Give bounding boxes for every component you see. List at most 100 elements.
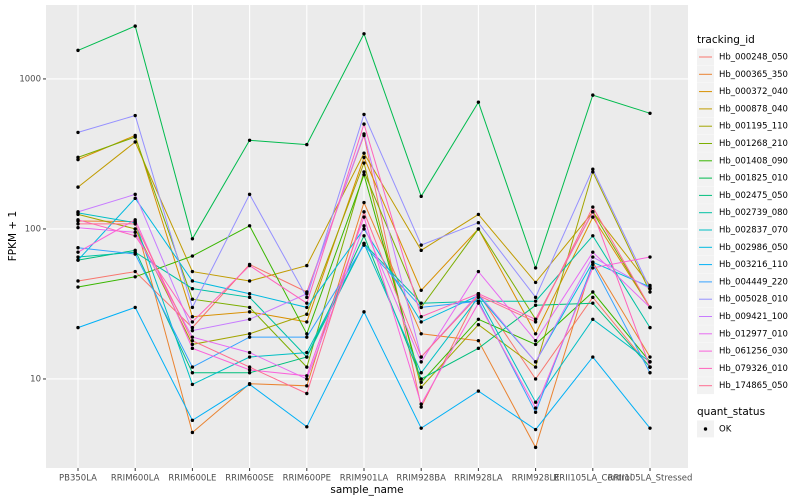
point [133, 218, 137, 222]
point [190, 365, 195, 369]
point [591, 255, 595, 259]
point [305, 374, 309, 378]
point [533, 377, 538, 381]
point [591, 266, 595, 270]
point [591, 93, 595, 97]
point [190, 305, 195, 310]
point [362, 161, 366, 165]
point [190, 254, 195, 258]
point [362, 151, 366, 155]
point [362, 112, 366, 117]
point [591, 215, 595, 219]
point [476, 293, 481, 298]
x-axis-title: sample_name [330, 484, 403, 496]
point [190, 286, 195, 291]
legend-label: Hb_002986_050 [719, 243, 788, 253]
point [533, 445, 538, 450]
legend-label: Hb_002739_080 [719, 208, 788, 218]
point [476, 221, 481, 225]
legend-label: Hb_009421_100 [719, 312, 788, 322]
point [419, 426, 423, 430]
point [247, 317, 252, 321]
point [305, 295, 309, 300]
point [419, 301, 423, 305]
x-tick-label: RRIM928LA [454, 474, 503, 484]
point [476, 227, 481, 231]
point [190, 315, 195, 319]
point [305, 425, 309, 429]
point [247, 224, 252, 228]
point [76, 185, 80, 189]
point [190, 335, 195, 339]
point [190, 325, 195, 330]
point [133, 230, 137, 234]
point [362, 200, 366, 205]
point [362, 227, 366, 231]
legend-label: Hb_004449_220 [719, 277, 788, 287]
point [76, 130, 80, 135]
y-axis-title: FPKM + 1 [7, 211, 19, 261]
point [305, 320, 309, 324]
legend-swatch [703, 427, 708, 431]
point [190, 269, 195, 274]
point [648, 255, 652, 259]
point [305, 301, 309, 305]
point [247, 371, 252, 375]
point [76, 155, 80, 160]
x-tick-label: RRII105LA_Stressed [608, 474, 693, 484]
point [305, 305, 309, 310]
point [419, 360, 423, 364]
x-tick-label: RRIM928LE [512, 474, 560, 484]
point [247, 382, 252, 387]
point [190, 237, 195, 241]
point [133, 234, 137, 238]
x-tick-label: RRIM600LE [168, 474, 216, 484]
point [476, 338, 481, 343]
legend-label: Hb_001195_110 [719, 122, 788, 132]
point [476, 100, 481, 104]
point [419, 288, 423, 292]
point [419, 194, 423, 199]
point [190, 297, 195, 301]
point [133, 140, 137, 144]
legend-label: Hb_079326_010 [719, 364, 788, 374]
point [133, 227, 137, 231]
legend-label: Hb_174865_050 [719, 381, 788, 391]
legend-title: quant_status [697, 406, 765, 418]
point [133, 222, 137, 226]
point [76, 245, 80, 250]
point [476, 301, 481, 305]
point [247, 295, 252, 300]
point [648, 360, 652, 364]
point [305, 335, 309, 339]
point [419, 377, 423, 381]
point [591, 170, 595, 174]
point [247, 350, 252, 355]
point [533, 338, 538, 343]
x-tick-label: RRIM600PE [283, 474, 331, 484]
point [419, 248, 423, 253]
point [533, 410, 538, 414]
point [476, 212, 481, 217]
point [648, 426, 652, 430]
point [247, 138, 252, 142]
legend-label: Hb_000248_050 [719, 53, 788, 63]
point [591, 205, 595, 209]
point [476, 269, 481, 274]
point [247, 335, 252, 339]
point [190, 320, 195, 324]
point [476, 323, 481, 327]
point [533, 342, 538, 347]
point [133, 269, 137, 274]
point [591, 295, 595, 300]
point [362, 215, 366, 219]
point [133, 252, 137, 256]
point [648, 355, 652, 359]
point [305, 355, 309, 359]
point [305, 384, 309, 388]
point [190, 418, 195, 423]
point [591, 262, 595, 267]
point [533, 317, 538, 321]
point [591, 250, 595, 254]
point [190, 430, 195, 435]
